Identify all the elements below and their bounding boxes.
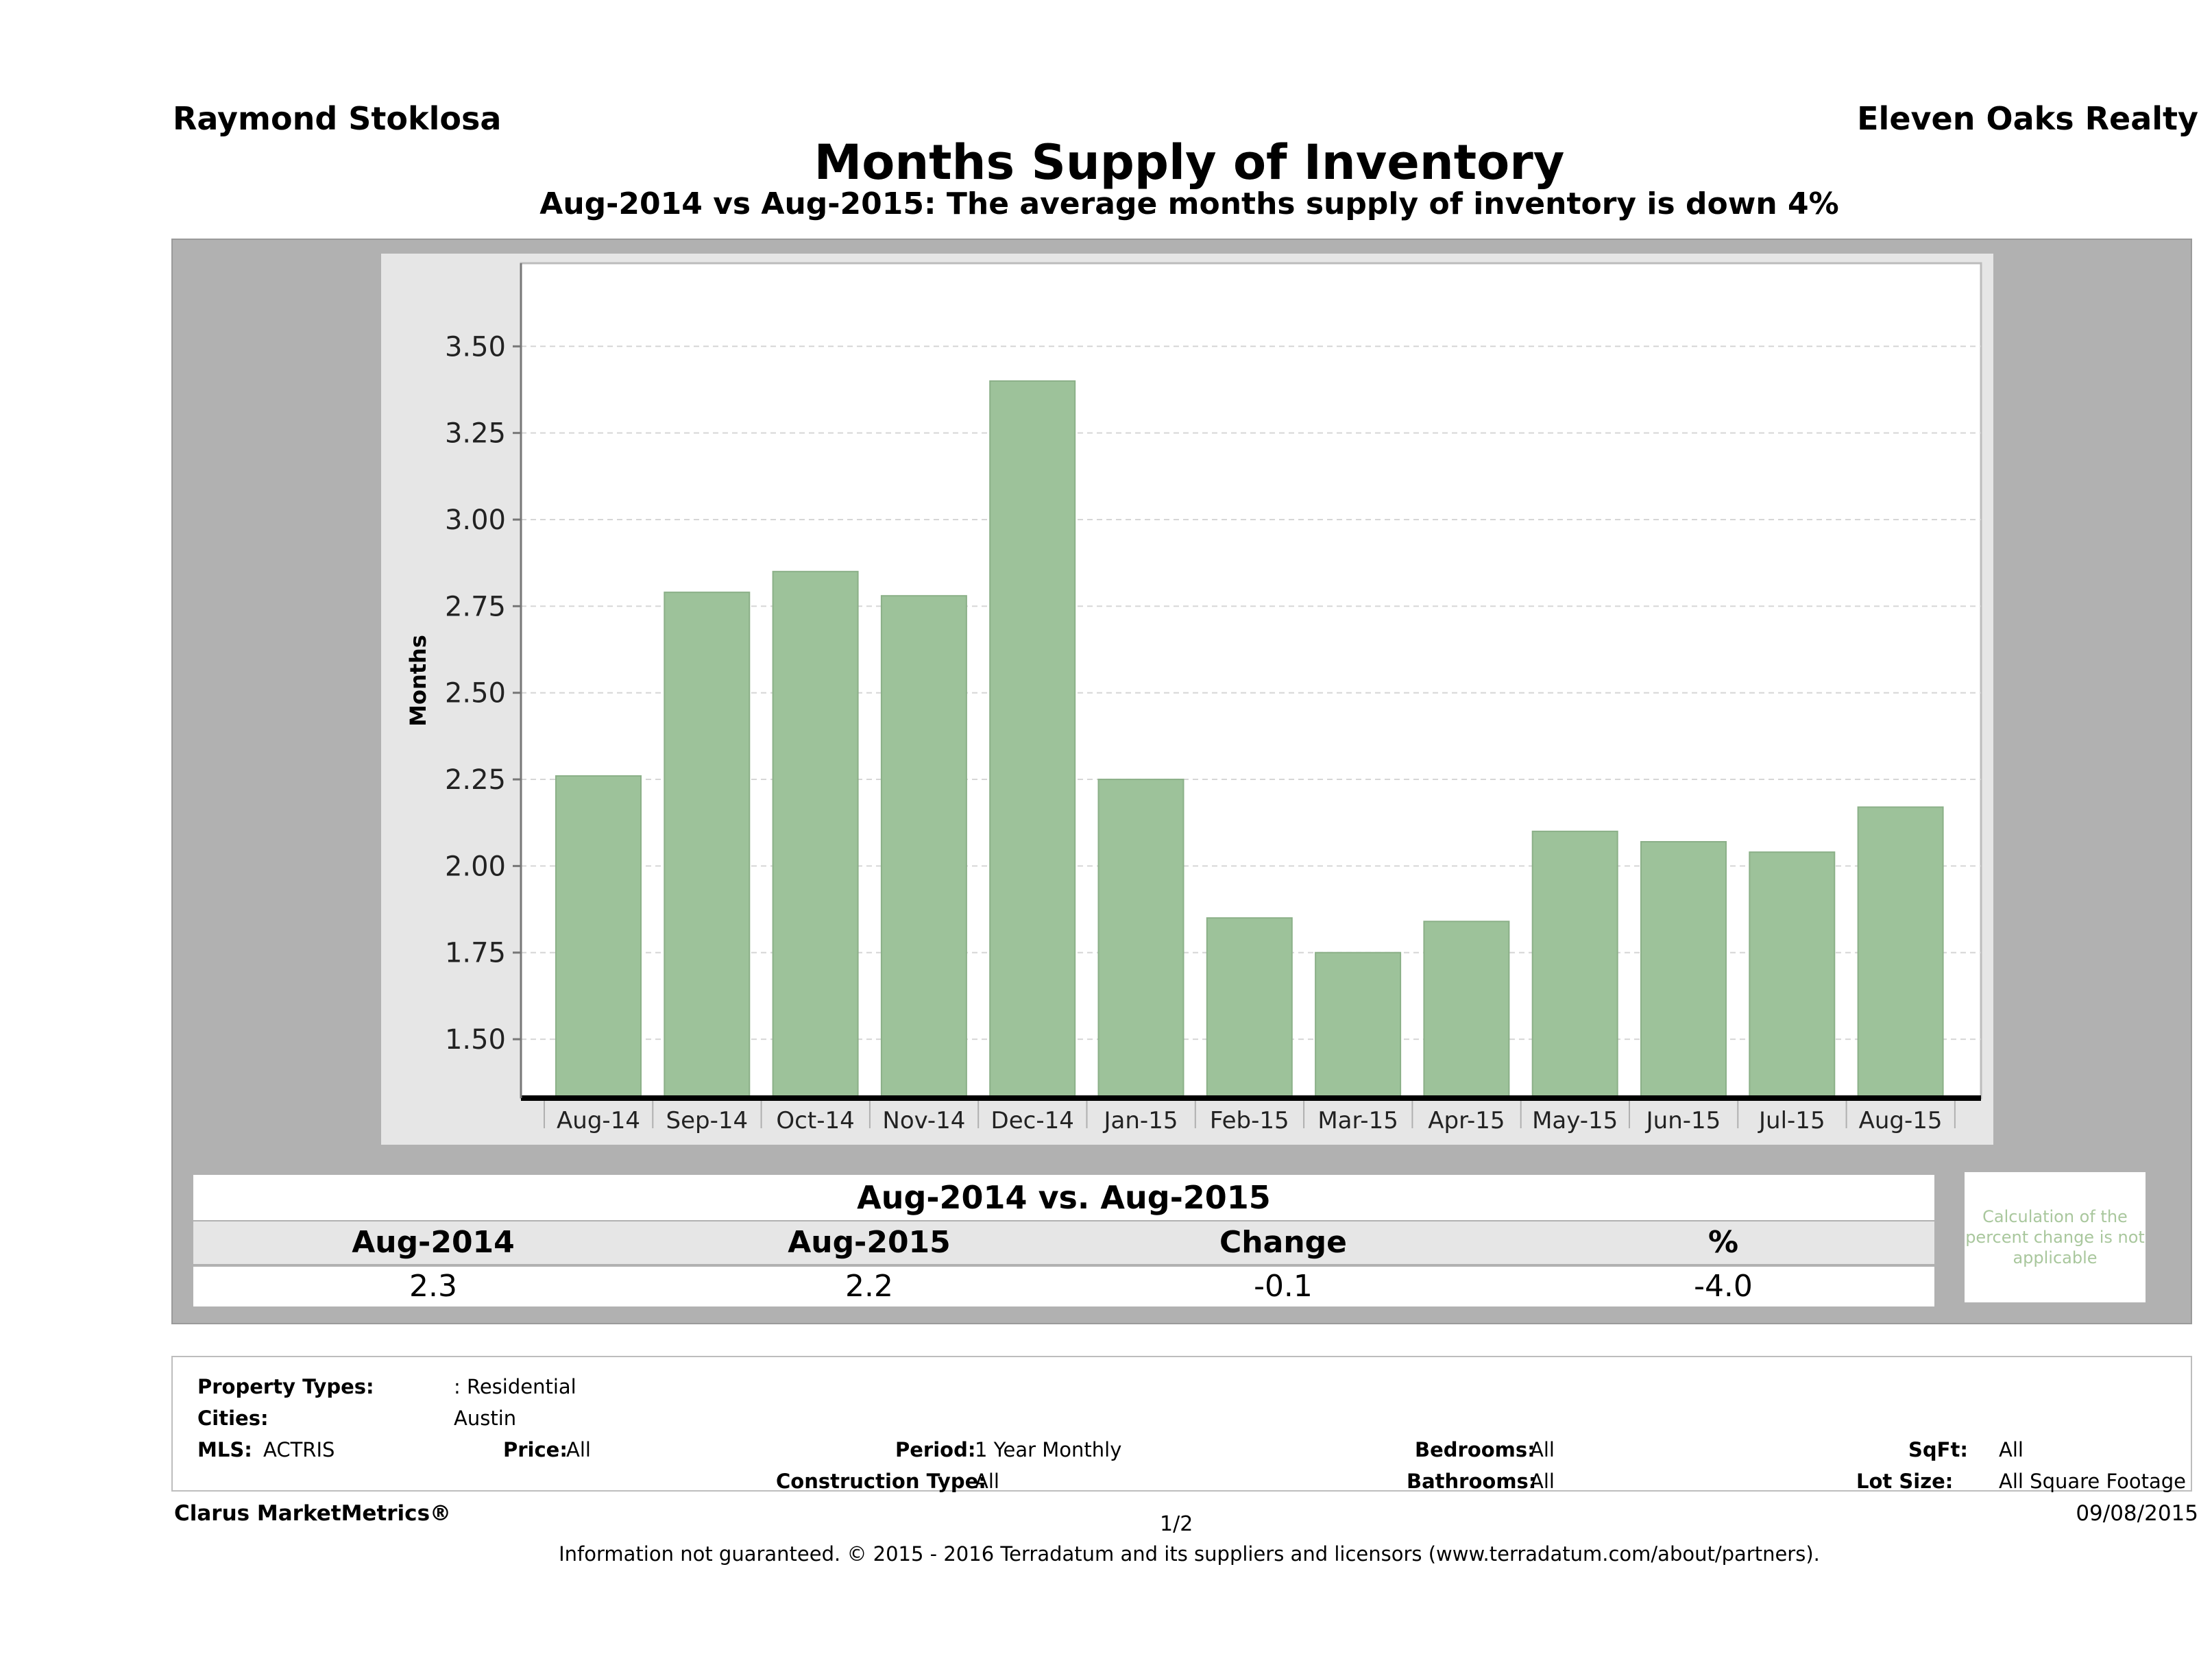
filter-construction-label: Construction Type: [776,1470,986,1493]
footer-date: 09/08/2015 [2076,1501,2198,1526]
y-tick-label: 2.75 [445,591,506,622]
x-tick-label: Aug-15 [1859,1107,1943,1134]
x-tick-label: Jan-15 [1103,1107,1178,1134]
x-tick-label: Mar-15 [1317,1107,1398,1134]
filter-mls-label: MLS: [197,1438,252,1461]
report-title: Months Supply of Inventory [814,134,1565,191]
filter-construction-value: All [975,1470,999,1493]
bar-sep-14 [664,592,751,1099]
summary-col-change: Change [1219,1225,1347,1260]
report-subtitle: Aug-2014 vs Aug-2015: The average months… [539,186,1839,221]
x-tick-label: Dec-14 [991,1107,1074,1134]
summary-val-change: -0.1 [1254,1269,1313,1304]
bar-jul-15 [1749,851,1836,1099]
y-tick-label: 2.50 [445,678,506,709]
x-tick-label: May-15 [1532,1107,1618,1134]
y-axis-label: Months [405,635,431,727]
percent-change-note-text: Calculation of the percent change is not… [1965,1207,2145,1267]
summary-val-percent: -4.0 [1694,1269,1753,1304]
summary-header-row: Aug-2014 Aug-2015 Change % [193,1221,1934,1264]
filter-price-value: All [566,1438,591,1461]
bar-chart: 3.50 3.25 3.00 2.75 2.50 2.25 2.00 1.75 1.50 Aug… [381,254,1993,1145]
filter-property-types-label: Property Types: [197,1375,374,1398]
x-tick-label: Nov-14 [882,1107,965,1134]
footer-disclaimer: Information not guaranteed. © 2015 - 201… [559,1542,1820,1566]
filter-property-types-value: : Residential [454,1375,576,1398]
filter-box: Property Types: : Residential Cities: Au… [171,1356,2192,1493]
summary-col-aug2015: Aug-2015 [788,1225,951,1260]
x-tick-label: Jul-15 [1758,1107,1825,1134]
bar-may-15 [1531,830,1618,1099]
footer-page-number: 1/2 [1160,1512,1193,1536]
footer-brand: Clarus MarketMetrics® [174,1501,452,1526]
y-tick-label: 1.50 [445,1024,506,1056]
bar-oct-14 [772,570,859,1099]
y-tick-label: 2.25 [445,764,506,796]
company-name: Eleven Oaks Realty [1857,100,2198,137]
filter-period-value: 1 Year Monthly [975,1438,1122,1461]
bar-apr-15 [1423,921,1510,1099]
y-tick-label: 1.75 [445,938,506,969]
summary-value-row: 2.3 2.2 -0.1 -4.0 [193,1267,1934,1306]
x-tick-label: Oct-14 [776,1107,854,1134]
summary-heading: Aug-2014 vs. Aug-2015 [193,1175,1934,1220]
filter-mls-value: ACTRIS [263,1438,335,1461]
filter-cities-label: Cities: [197,1407,269,1430]
bar-aug-14 [555,775,642,1099]
filter-bedrooms-value: All [1530,1438,1555,1461]
filter-price-label: Price: [503,1438,568,1461]
summary-val-aug2014: 2.3 [409,1269,457,1304]
summary-col-percent: % [1707,1225,1739,1260]
summary-val-aug2015: 2.2 [845,1269,893,1304]
x-tick-label: Feb-15 [1210,1107,1289,1134]
bar-dec-14 [989,380,1076,1099]
percent-change-note: Calculation of the percent change is not… [1965,1172,2146,1302]
y-tick-label: 3.00 [445,504,506,536]
y-tick-label: 3.25 [445,418,506,450]
bar-mar-15 [1315,951,1402,1099]
x-tick-label: Jun-15 [1645,1107,1721,1134]
filter-lotsize-value: All Square Footage [1999,1470,2187,1493]
x-tick-label: Sep-14 [666,1107,748,1134]
y-tick-label: 2.00 [445,851,506,882]
summary-col-aug2014: Aug-2014 [352,1225,515,1260]
filter-lotsize-label: Lot Size: [1856,1470,1954,1493]
x-tick-label: Aug-14 [557,1107,640,1134]
filter-bathrooms-value: All [1530,1470,1555,1493]
filter-sqft-value: All [1999,1438,2023,1461]
x-tick-label: Apr-15 [1428,1107,1505,1134]
filter-bedrooms-label: Bedrooms: [1415,1438,1535,1461]
filter-bathrooms-label: Bathrooms: [1407,1470,1537,1493]
agent-name: Raymond Stoklosa [173,100,502,137]
bar-jun-15 [1640,841,1727,1099]
bar-feb-15 [1206,917,1293,1099]
y-tick-label: 3.50 [445,331,506,363]
bar-nov-14 [880,595,967,1099]
bar-jan-15 [1097,779,1184,1099]
filter-sqft-label: SqFt: [1908,1438,1968,1461]
filter-cities-value: Austin [454,1407,517,1430]
bar-aug-15 [1857,806,1944,1099]
filter-period-label: Period: [895,1438,976,1461]
